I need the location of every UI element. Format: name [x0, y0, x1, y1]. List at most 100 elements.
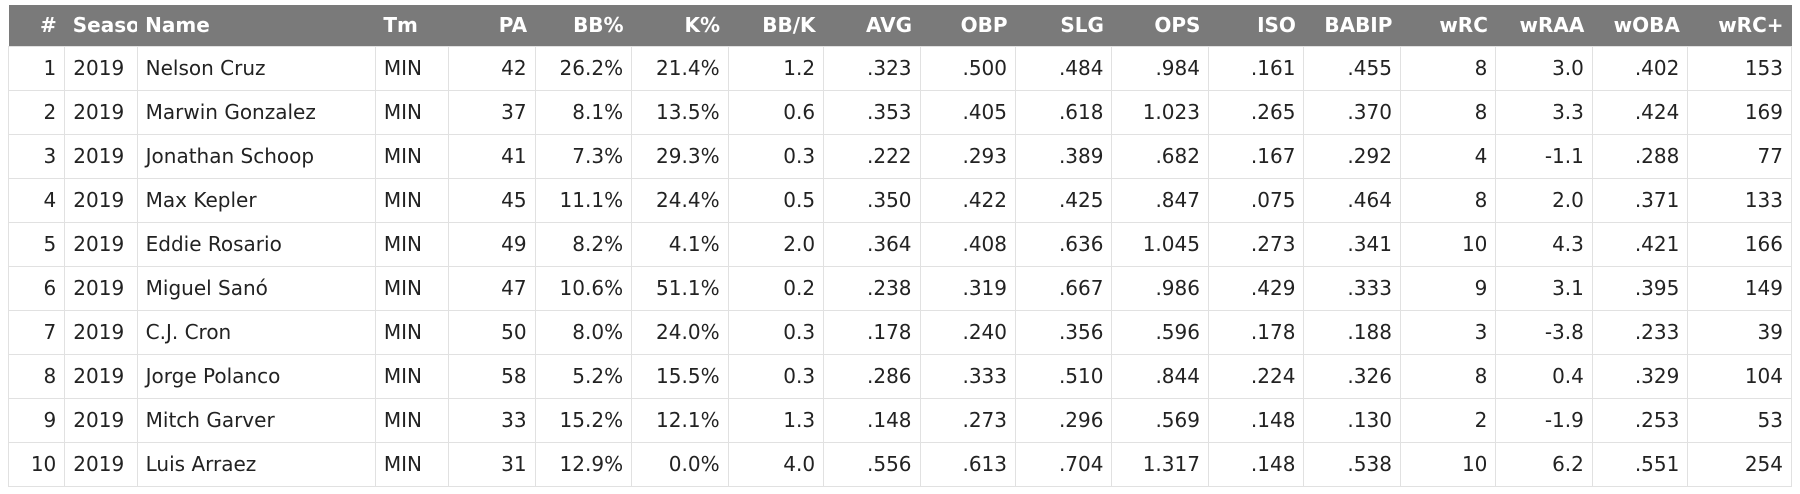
cell-num: 10	[7, 441, 66, 487]
cell-slg: .356	[1014, 309, 1113, 355]
cell-pa: 31	[448, 441, 536, 487]
cell-name[interactable]: Marwin Gonzalez	[136, 89, 376, 135]
column-header-slg[interactable]: SLG	[1060, 13, 1104, 38]
cell-name[interactable]: Jorge Polanco	[136, 353, 376, 399]
column-header-iso[interactable]: ISO	[1257, 13, 1296, 38]
cell-woba: .233	[1591, 309, 1689, 355]
cell-k-pct: 24.4%	[631, 177, 729, 223]
cell-name[interactable]: Max Kepler	[136, 177, 376, 223]
cell-tm: MIN	[374, 309, 450, 355]
cell-pa: 37	[448, 89, 536, 135]
cell-name[interactable]: Mitch Garver	[136, 397, 376, 443]
cell-k-pct: 29.3%	[631, 133, 729, 179]
cell-woba: .421	[1591, 221, 1689, 267]
cell-bb-k: 0.2	[727, 265, 825, 311]
cell-wraa: -1.1	[1495, 133, 1593, 179]
cell-avg: .353	[823, 89, 921, 135]
cell-obp: .319	[919, 265, 1017, 311]
column-header-obp[interactable]: OBP	[960, 13, 1008, 38]
column-header-babip[interactable]: BABIP	[1324, 13, 1393, 38]
column-header-bb-pct[interactable]: BB%	[573, 13, 624, 38]
cell-obp: .422	[919, 177, 1017, 223]
table-row: 5 2019 Eddie Rosario MIN 49 8.2% 4.1% 2.0.364.4…	[7, 221, 1792, 267]
cell-k-pct: 13.5%	[631, 89, 729, 135]
cell-k-pct: 4.1%	[631, 221, 729, 267]
table-row: 1 2019 Nelson Cruz MIN 42 26.2% 21.4% 1.2.323.5…	[7, 45, 1792, 91]
cell-wraa: 3.1	[1495, 265, 1593, 311]
table-body: 1 2019 Nelson Cruz MIN 42 26.2% 21.4% 1.2.323.5…	[7, 45, 1792, 487]
cell-ops: .986	[1111, 265, 1209, 311]
column-header-pa[interactable]: PA	[498, 13, 528, 38]
cell-pa: 50	[448, 309, 536, 355]
cell-wrc: 9	[1399, 265, 1497, 311]
cell-slg: .667	[1014, 265, 1113, 311]
cell-num: 1	[7, 45, 66, 91]
column-header-name[interactable]: Name	[145, 13, 210, 38]
cell-ops: .847	[1111, 177, 1209, 223]
cell-season: 2019	[64, 353, 138, 399]
column-header-bb-k[interactable]: BB/K	[762, 13, 816, 38]
cell-name[interactable]: Jonathan Schoop	[136, 133, 376, 179]
column-header-tm[interactable]: Tm	[383, 13, 418, 38]
cell-bb-pct: 8.1%	[534, 89, 633, 135]
cell-obp: .408	[919, 221, 1017, 267]
cell-avg: .148	[823, 397, 921, 443]
cell-name[interactable]: Nelson Cruz	[136, 45, 376, 91]
column-header-num[interactable]: #	[40, 13, 57, 38]
cell-ops: 1.317	[1111, 441, 1209, 487]
column-header-wrc-plus[interactable]: wRC+	[1718, 13, 1784, 38]
cell-name[interactable]: Eddie Rosario	[136, 221, 376, 267]
cell-bb-k: 0.5	[727, 177, 825, 223]
cell-wrc: 8	[1399, 89, 1497, 135]
cell-pa: 47	[448, 265, 536, 311]
cell-slg: .704	[1014, 441, 1113, 487]
cell-k-pct: 24.0%	[631, 309, 729, 355]
cell-wraa: 3.3	[1495, 89, 1593, 135]
cell-obp: .333	[919, 353, 1017, 399]
cell-ops: .569	[1111, 397, 1209, 443]
cell-bb-pct: 15.2%	[534, 397, 633, 443]
column-header-ops[interactable]: OPS	[1154, 13, 1201, 38]
column-header-wraa[interactable]: wRAA	[1519, 13, 1585, 38]
cell-bb-pct: 11.1%	[534, 177, 633, 223]
column-header-season[interactable]: Season	[72, 13, 138, 38]
cell-babip: .188	[1303, 309, 1401, 355]
cell-season: 2019	[64, 89, 138, 135]
header-row: # Season Name Tm PA BB% K% BB/K AVG OBP SLG OPS ISO B…	[8, 5, 1792, 46]
cell-slg: .389	[1014, 133, 1113, 179]
cell-obp: .405	[919, 89, 1017, 135]
cell-iso: .148	[1207, 441, 1305, 487]
cell-name[interactable]: C.J. Cron	[136, 309, 376, 355]
table-row: 2 2019 Marwin Gonzalez MIN 37 8.1% 13.5% 0.6.35…	[7, 89, 1792, 135]
cell-slg: .618	[1014, 89, 1113, 135]
cell-season: 2019	[64, 177, 138, 223]
cell-name[interactable]: Luis Arraez	[136, 441, 376, 487]
cell-wrc-plus: 39	[1687, 309, 1792, 355]
column-header-woba[interactable]: wOBA	[1613, 13, 1680, 38]
cell-ops: .984	[1111, 45, 1209, 91]
cell-wrc-plus: 77	[1687, 133, 1792, 179]
cell-season: 2019	[64, 221, 138, 267]
column-header-k-pct[interactable]: K%	[684, 13, 721, 38]
cell-obp: .613	[919, 441, 1017, 487]
cell-k-pct: 51.1%	[631, 265, 729, 311]
cell-bb-pct: 7.3%	[534, 133, 633, 179]
cell-season: 2019	[64, 397, 138, 443]
cell-tm: MIN	[374, 397, 450, 443]
cell-woba: .329	[1591, 353, 1689, 399]
cell-iso: .429	[1207, 265, 1305, 311]
cell-wrc-plus: 254	[1687, 441, 1792, 487]
cell-woba: .402	[1591, 45, 1689, 91]
cell-num: 4	[7, 177, 66, 223]
cell-bb-pct: 26.2%	[534, 45, 633, 91]
cell-name[interactable]: Miguel Sanó	[136, 265, 376, 311]
column-header-avg[interactable]: AVG	[866, 13, 913, 38]
cell-bb-k: 1.3	[727, 397, 825, 443]
cell-wrc: 8	[1399, 177, 1497, 223]
column-header-wrc[interactable]: wRC	[1439, 13, 1488, 38]
cell-avg: .178	[823, 309, 921, 355]
cell-num: 2	[7, 89, 66, 135]
cell-k-pct: 12.1%	[631, 397, 729, 443]
cell-slg: .510	[1014, 353, 1113, 399]
cell-wrc: 10	[1399, 221, 1497, 267]
